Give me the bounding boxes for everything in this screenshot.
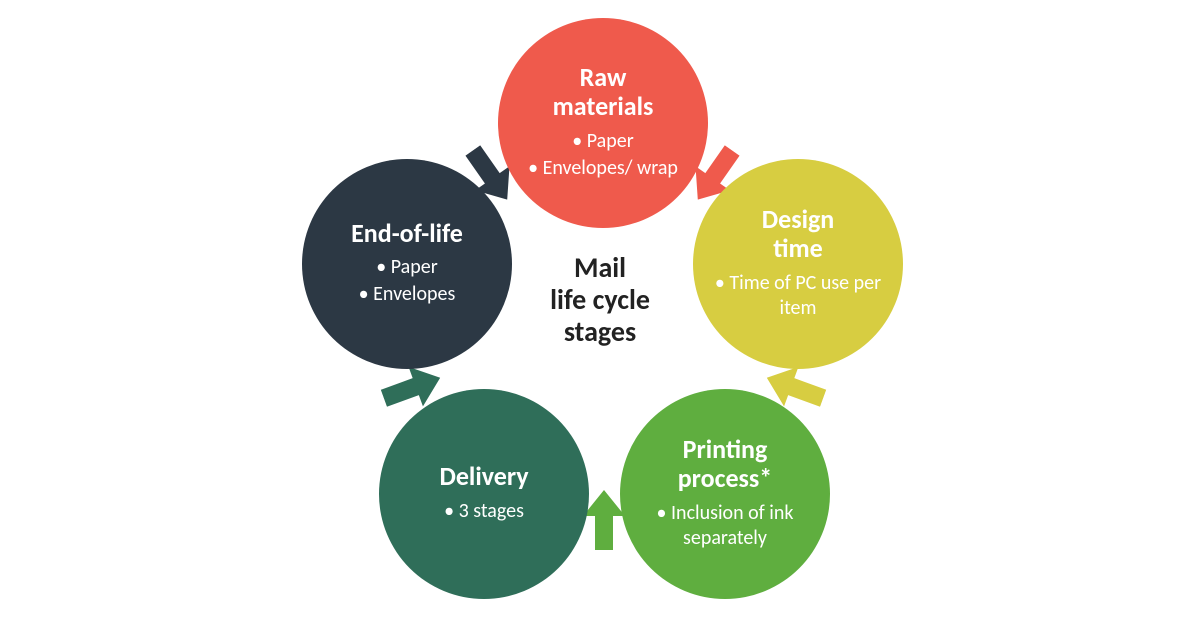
stage-title-line: Design [762, 203, 835, 235]
center-title: Maillife cyclestages [480, 252, 720, 349]
stage-title: Designtime [762, 205, 835, 262]
stage-title: Rawmaterials [553, 63, 654, 120]
center-title-line: stages [480, 316, 720, 348]
cycle-diagram: RawmaterialsPaperEnvelopes/ wrapDesignti… [0, 0, 1200, 628]
center-title-line: Mail [480, 252, 720, 284]
stage-title-line: Delivery [439, 460, 528, 492]
stage-title: End-of-life [351, 219, 463, 248]
stage-bullet: Paper [528, 129, 678, 154]
stage-bullet: Envelopes/ wrap [528, 156, 678, 181]
center-title-line: life cycle [480, 284, 720, 316]
stage-title-line: materials [553, 90, 654, 122]
stage-bullets: Inclusion of ink separately [640, 499, 810, 553]
stage-design: Designtime Time of PC use per item [693, 159, 903, 369]
stage-bullet: Paper [359, 255, 456, 280]
stage-title: Printingprocess* [678, 435, 773, 492]
stage-title: Delivery [439, 462, 528, 491]
stage-bullets: PaperEnvelopes [359, 253, 456, 309]
stage-printing: Printingprocess* Inclusion of ink separat… [620, 389, 830, 599]
stage-bullets: 3 stages [444, 497, 524, 526]
stage-bullet: 3 stages [444, 499, 524, 524]
stage-title-line: Printing [683, 433, 768, 465]
stage-delivery: Delivery 3 stages [379, 389, 589, 599]
stage-bullet: Inclusion of ink separately [640, 501, 810, 551]
stage-title-line: time [773, 232, 822, 264]
stage-title-line: End-of-life [351, 217, 463, 249]
stage-bullets: PaperEnvelopes/ wrap [528, 127, 678, 183]
stage-raw: Rawmaterials PaperEnvelopes/ wrap [498, 18, 708, 228]
stage-title-line: process* [678, 462, 773, 494]
stage-bullets: Time of PC use per item [713, 269, 883, 323]
stage-bullet: Time of PC use per item [713, 271, 883, 321]
stage-bullet: Envelopes [359, 282, 456, 307]
stage-title-line: Raw [580, 61, 627, 93]
